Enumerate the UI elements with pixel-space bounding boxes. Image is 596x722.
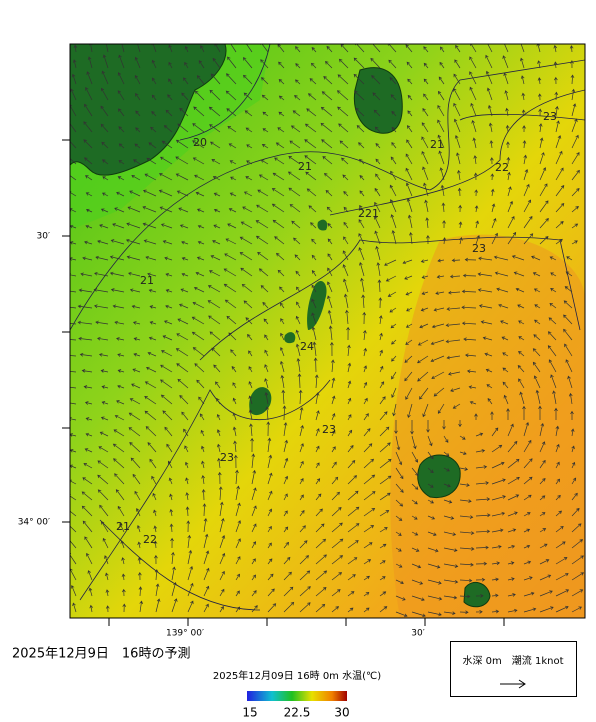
lat-label: 30′ [37, 232, 51, 242]
lon-label: 139° 00′ [166, 629, 204, 639]
contour-label: 22 [143, 533, 157, 546]
contour-label: 23 [472, 242, 486, 255]
island [307, 280, 327, 330]
contour-label: 21 [430, 138, 444, 151]
colorbar [247, 691, 347, 701]
island [284, 332, 296, 344]
lon-label: 30′ [411, 629, 425, 639]
contour-label: 21 [298, 160, 312, 173]
legend-text: 水深 0m 潮流 1knot [463, 654, 564, 667]
legend-box [450, 641, 577, 697]
legend-arrow [500, 679, 526, 689]
contour-label: 221 [358, 207, 379, 220]
contours [70, 44, 585, 611]
map: 20 21 21 22 23 221 21 23 24 23 23 21 22 [70, 44, 585, 618]
island [417, 454, 461, 499]
colorbar-label: 22.5 [284, 706, 311, 720]
island [317, 219, 328, 231]
island [249, 387, 272, 416]
warm-water [390, 234, 585, 618]
contour-label: 21 [116, 520, 130, 533]
contour-label: 23 [220, 451, 234, 464]
contour-label: 23 [322, 423, 336, 436]
colorbar-label: 15 [242, 706, 257, 720]
contour-label: 20 [193, 136, 207, 149]
contour-label: 21 [140, 274, 154, 287]
lat-label: 34° 00′ [18, 518, 50, 528]
contour-label: 24 [300, 340, 314, 353]
contour-label: 23 [543, 110, 557, 123]
map-frame [69, 43, 586, 619]
subtitle: 2025年12月09日 16時 0m 水温(℃) [213, 669, 381, 682]
title: 2025年12月9日 16時の予測 [12, 647, 190, 662]
contour-label: 22 [495, 161, 509, 174]
island [463, 581, 491, 608]
colorbar-label: 30 [334, 706, 349, 720]
axis-ticks [62, 139, 505, 626]
island [353, 67, 403, 134]
